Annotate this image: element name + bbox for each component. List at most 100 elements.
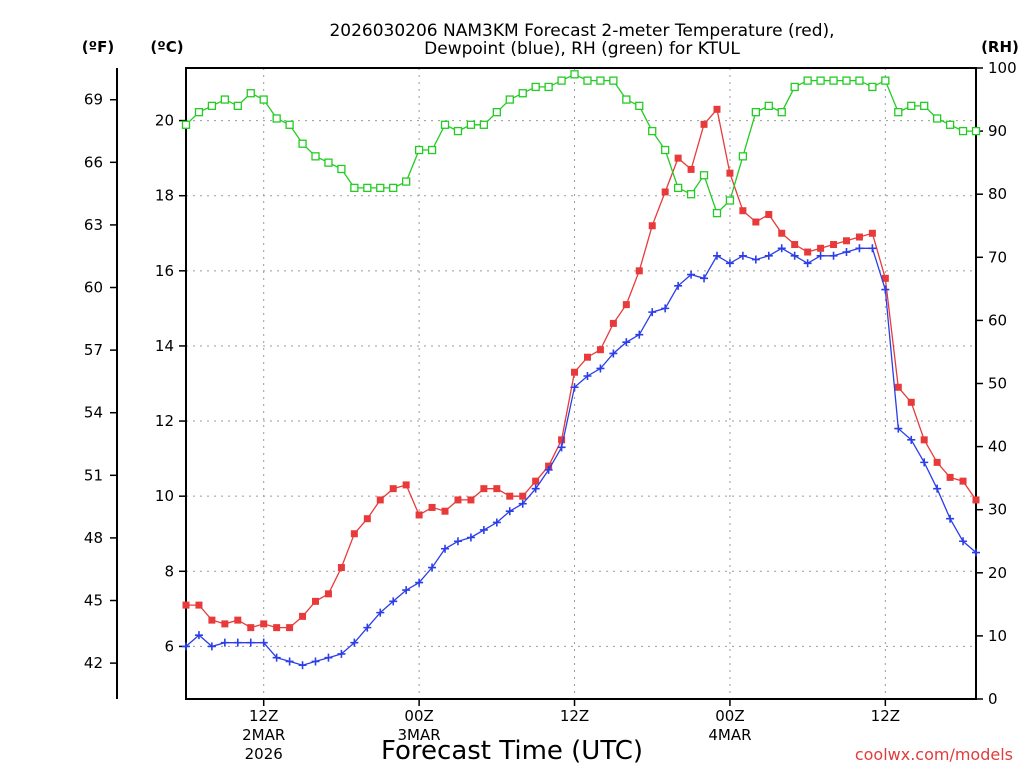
dewpoint-point bbox=[738, 251, 747, 260]
temperature-point bbox=[558, 436, 566, 444]
dewpoint-point bbox=[492, 518, 501, 527]
temperature-point bbox=[959, 477, 967, 485]
temperature-point bbox=[363, 515, 371, 523]
x-tick-year: 2026 bbox=[245, 745, 283, 763]
rh-point bbox=[958, 126, 968, 136]
dewpoint-point bbox=[466, 533, 475, 542]
rh-point bbox=[725, 196, 735, 205]
celsius-tick-label: 16 bbox=[155, 262, 174, 280]
temperature-point bbox=[855, 233, 863, 241]
dewpoint-point bbox=[233, 638, 242, 647]
temperature-point bbox=[907, 398, 915, 406]
temperature-point bbox=[713, 105, 721, 113]
dewpoint-point bbox=[803, 259, 812, 268]
rh-point bbox=[557, 76, 566, 85]
rh-tick-label: 100 bbox=[988, 59, 1017, 77]
dewpoint-point bbox=[337, 649, 346, 658]
dewpoint-point bbox=[855, 244, 864, 253]
rh-point bbox=[181, 120, 191, 129]
rh-point bbox=[285, 120, 294, 129]
dewpoint-point bbox=[700, 274, 709, 283]
temperature-point bbox=[273, 624, 281, 632]
rh-point bbox=[764, 101, 773, 111]
dewpoint-point bbox=[402, 586, 411, 595]
temperature-point bbox=[804, 248, 812, 256]
x-tick-label: 00Z bbox=[404, 707, 433, 725]
dewpoint-point bbox=[350, 638, 359, 647]
rh-point bbox=[829, 76, 838, 85]
dewpoint-point bbox=[881, 285, 890, 294]
dewpoint-point bbox=[428, 563, 437, 572]
temperature-point bbox=[389, 485, 397, 493]
rh-point bbox=[907, 101, 916, 111]
dewpoint-point bbox=[518, 499, 527, 508]
rh-point bbox=[402, 177, 411, 186]
temperature-point bbox=[208, 616, 216, 624]
celsius-tick-label: 20 bbox=[155, 112, 174, 130]
rh-point bbox=[596, 76, 605, 85]
rh-point bbox=[648, 126, 657, 136]
x-tick-label: 12Z bbox=[560, 707, 589, 725]
temperature-point bbox=[894, 383, 902, 391]
tick-labels: 42 45 48 51 54 57 60 63 66 69 6 8 10 12 14 16 18 20 0 10 20 3… bbox=[84, 59, 1017, 763]
x-tick-label: 12Z bbox=[871, 707, 900, 725]
dewpoint-point bbox=[946, 514, 955, 523]
x-axis-label: Forecast Time (UTC) bbox=[381, 736, 643, 766]
rh-point bbox=[738, 152, 748, 161]
rh-point bbox=[686, 190, 696, 199]
temperature-point bbox=[312, 597, 320, 605]
rh-point bbox=[363, 183, 372, 193]
rh-tick-label: 80 bbox=[988, 185, 1007, 203]
temperature-point bbox=[596, 346, 604, 354]
temperature-point bbox=[337, 564, 345, 572]
temperature-point bbox=[661, 188, 669, 196]
rh-point bbox=[945, 120, 955, 129]
temperature-point bbox=[648, 222, 656, 230]
rh-tick-label: 30 bbox=[988, 501, 1007, 519]
grid-lines bbox=[186, 68, 976, 699]
dewpoint-point bbox=[363, 623, 372, 632]
fahrenheit-tick-label: 63 bbox=[84, 216, 103, 234]
rh-point bbox=[505, 95, 514, 104]
dewpoint-point bbox=[441, 544, 450, 553]
dewpoint-point bbox=[207, 642, 216, 651]
rh-point bbox=[233, 101, 242, 111]
dewpoint-point bbox=[259, 638, 268, 647]
rh-tick-label: 20 bbox=[988, 564, 1007, 582]
temperature-series bbox=[182, 105, 980, 632]
temperature-point bbox=[454, 496, 462, 504]
temperature-point bbox=[234, 616, 242, 624]
rh-point bbox=[414, 145, 424, 155]
rh-point bbox=[790, 82, 799, 92]
rh-point bbox=[622, 95, 631, 104]
rh-point bbox=[324, 158, 333, 167]
rh-point bbox=[246, 89, 255, 98]
rh-point bbox=[453, 126, 463, 136]
dewpoint-point bbox=[764, 251, 773, 260]
dewpoint-point bbox=[272, 653, 281, 662]
temperature-point bbox=[402, 481, 410, 489]
axes bbox=[110, 67, 983, 706]
temperature-point bbox=[441, 507, 449, 515]
data-series bbox=[181, 70, 981, 670]
x-tick-date: 2MAR bbox=[242, 726, 285, 744]
dewpoint-point bbox=[712, 251, 721, 260]
temperature-point bbox=[506, 492, 514, 500]
temperature-point bbox=[493, 485, 501, 493]
dewpoint-point bbox=[751, 255, 760, 264]
dewpoint-point bbox=[907, 435, 916, 444]
temperature-point bbox=[571, 368, 579, 376]
celsius-tick-label: 8 bbox=[164, 562, 174, 580]
rh-point bbox=[298, 139, 307, 148]
temperature-line bbox=[186, 107, 977, 629]
temperature-point bbox=[467, 496, 475, 504]
dewpoint-point bbox=[609, 349, 618, 358]
temperature-point bbox=[247, 624, 255, 632]
dewpoint-point bbox=[479, 525, 488, 534]
rh-series bbox=[181, 70, 981, 218]
temperature-point bbox=[817, 244, 825, 252]
credit-label: coolwx.com/models bbox=[855, 745, 1013, 764]
rh-point bbox=[272, 114, 281, 123]
fahrenheit-tick-label: 42 bbox=[84, 654, 103, 672]
